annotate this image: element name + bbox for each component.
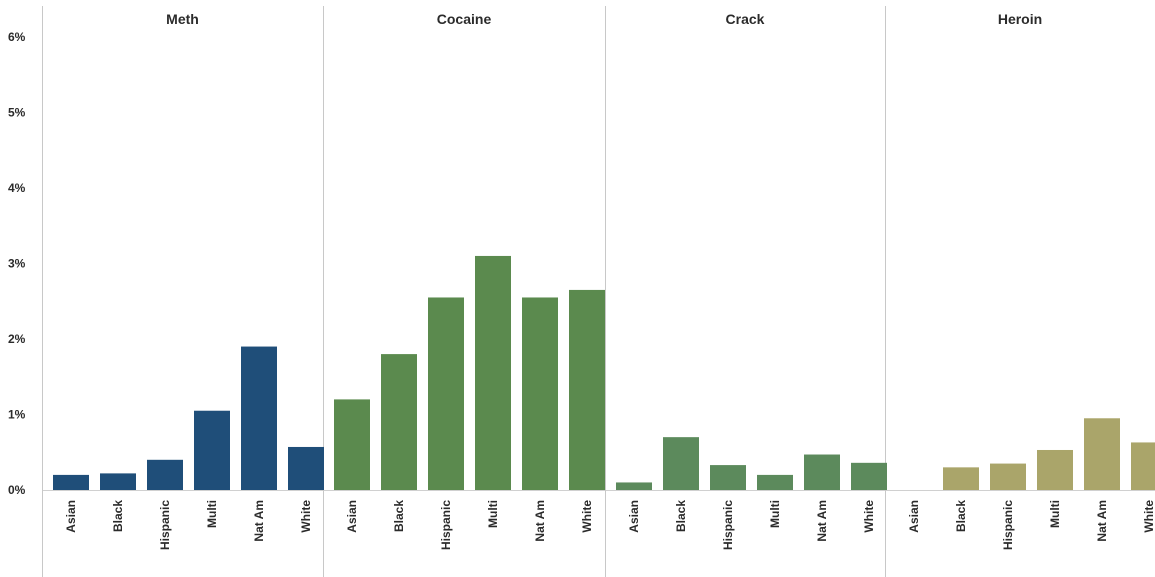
x-tick-label: Black	[954, 500, 968, 532]
y-tick-label: 0%	[8, 483, 26, 497]
bar	[475, 255, 511, 490]
panel-title: Heroin	[998, 11, 1042, 27]
bar	[569, 289, 605, 490]
bar	[1084, 418, 1120, 490]
x-tick-label: Black	[111, 500, 125, 532]
bar	[804, 454, 840, 490]
bar	[147, 459, 183, 490]
bar	[288, 446, 324, 490]
bar	[851, 462, 887, 490]
panel-meth: Meth Asian Black Hispanic Multi Nat Am White	[53, 11, 324, 550]
x-tick-label: Asian	[64, 500, 78, 533]
bar	[1131, 442, 1155, 490]
x-tick-label: White	[580, 500, 594, 533]
bar	[428, 297, 464, 490]
bar	[990, 463, 1026, 490]
y-tick-label: 2%	[8, 332, 26, 346]
bar	[522, 297, 558, 490]
bar	[241, 346, 277, 490]
x-tick-label: Hispanic	[1001, 500, 1015, 550]
bar	[194, 410, 230, 490]
x-tick-label: Multi	[205, 500, 219, 528]
x-tick-label: Asian	[345, 500, 359, 533]
y-tick-label: 3%	[8, 257, 26, 271]
bar	[381, 354, 417, 490]
x-tick-label: Hispanic	[721, 500, 735, 550]
x-tick-label: Multi	[486, 500, 500, 528]
panel-cocaine: Cocaine Asian Black Hispanic Multi Nat Am Whit…	[334, 11, 605, 550]
x-tick-label: Nat Am	[252, 500, 266, 542]
x-tick-label: Multi	[1048, 500, 1062, 528]
bar	[757, 474, 793, 490]
bar	[334, 399, 370, 490]
x-tick-label: Hispanic	[158, 500, 172, 550]
bar	[53, 474, 89, 490]
x-tick-label: Hispanic	[439, 500, 453, 550]
bar	[943, 467, 979, 490]
x-tick-label: White	[299, 500, 313, 533]
x-tick-label: White	[862, 500, 876, 533]
bar	[100, 473, 136, 490]
x-tick-label: Asian	[907, 500, 921, 533]
panel-title: Meth	[166, 11, 199, 27]
panel-crack: Crack Asian Black Hispanic Multi Nat Am White	[616, 11, 887, 550]
bar	[663, 437, 699, 490]
y-tick-label: 4%	[8, 181, 26, 195]
bar	[710, 465, 746, 490]
bar	[616, 482, 652, 490]
x-tick-label: Black	[674, 500, 688, 532]
x-tick-label: Nat Am	[533, 500, 547, 542]
y-tick-label: 1%	[8, 408, 26, 422]
panel-title: Cocaine	[437, 11, 492, 27]
x-tick-label: Nat Am	[1095, 500, 1109, 542]
panel-title: Crack	[726, 11, 765, 27]
panel-heroin: Heroin Asian Black Hispanic Multi Nat Am White	[907, 11, 1155, 550]
x-tick-label: Asian	[627, 500, 641, 533]
y-tick-label: 5%	[8, 106, 26, 120]
x-tick-label: Black	[392, 500, 406, 532]
x-tick-label: Multi	[768, 500, 782, 528]
x-tick-label: White	[1142, 500, 1155, 533]
y-tick-label: 6%	[8, 30, 26, 44]
x-tick-label: Nat Am	[815, 500, 829, 542]
bar	[1037, 449, 1073, 490]
